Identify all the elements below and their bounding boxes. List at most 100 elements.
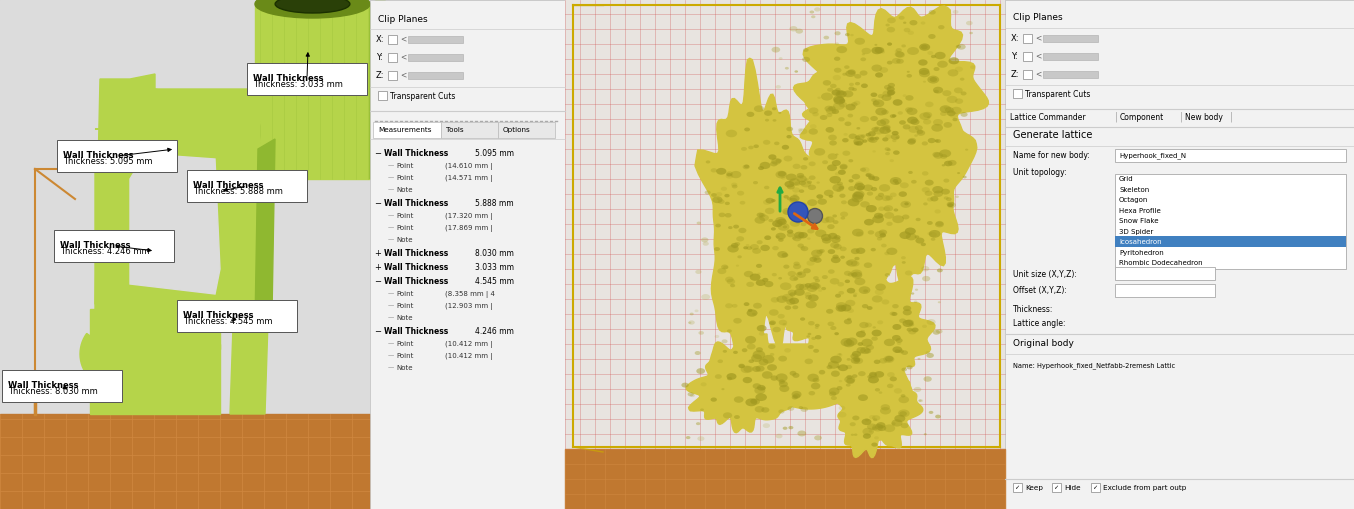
Ellipse shape — [844, 340, 854, 347]
Ellipse shape — [777, 171, 787, 177]
Ellipse shape — [856, 181, 864, 187]
Ellipse shape — [886, 152, 890, 155]
Ellipse shape — [875, 195, 883, 201]
Ellipse shape — [842, 151, 850, 156]
Text: 3D Spider: 3D Spider — [1118, 229, 1154, 235]
Ellipse shape — [795, 182, 800, 186]
Bar — [389, 35, 397, 44]
Ellipse shape — [789, 26, 798, 32]
Ellipse shape — [892, 58, 900, 64]
Ellipse shape — [711, 398, 716, 402]
Ellipse shape — [868, 230, 875, 235]
Ellipse shape — [823, 190, 834, 196]
Text: Wall Thickness: Wall Thickness — [385, 249, 448, 258]
Ellipse shape — [743, 164, 749, 168]
Ellipse shape — [848, 114, 853, 118]
Ellipse shape — [853, 356, 860, 361]
Text: Note: Note — [395, 315, 413, 321]
Ellipse shape — [754, 387, 765, 394]
Ellipse shape — [818, 289, 822, 292]
Bar — [1114, 236, 1346, 247]
Ellipse shape — [852, 194, 864, 203]
Ellipse shape — [872, 150, 876, 153]
Ellipse shape — [720, 187, 727, 191]
Ellipse shape — [715, 374, 722, 379]
Ellipse shape — [776, 236, 780, 238]
Ellipse shape — [756, 393, 766, 401]
Ellipse shape — [739, 201, 745, 205]
Ellipse shape — [860, 58, 867, 61]
Ellipse shape — [821, 93, 833, 101]
Ellipse shape — [930, 238, 936, 241]
Ellipse shape — [689, 313, 693, 316]
Ellipse shape — [873, 213, 883, 219]
Ellipse shape — [731, 243, 738, 248]
Ellipse shape — [769, 309, 779, 316]
Ellipse shape — [854, 82, 860, 86]
Ellipse shape — [792, 391, 802, 398]
Ellipse shape — [903, 94, 907, 97]
Text: (17.869 mm |: (17.869 mm | — [445, 225, 493, 232]
Ellipse shape — [781, 253, 788, 258]
Ellipse shape — [792, 305, 799, 309]
Ellipse shape — [776, 233, 785, 240]
Ellipse shape — [877, 237, 883, 241]
Ellipse shape — [704, 190, 711, 194]
Ellipse shape — [846, 104, 856, 110]
Ellipse shape — [789, 198, 798, 203]
Polygon shape — [95, 129, 269, 324]
Ellipse shape — [727, 373, 737, 380]
Ellipse shape — [846, 337, 857, 346]
Ellipse shape — [952, 118, 957, 121]
Ellipse shape — [724, 202, 730, 205]
Ellipse shape — [830, 242, 839, 248]
Text: (8.358 mm | 4: (8.358 mm | 4 — [445, 291, 494, 298]
Ellipse shape — [722, 265, 728, 269]
Ellipse shape — [951, 107, 961, 114]
Text: Point: Point — [395, 175, 413, 181]
Ellipse shape — [838, 353, 841, 355]
Ellipse shape — [816, 182, 819, 184]
Polygon shape — [230, 259, 269, 414]
Ellipse shape — [906, 107, 918, 115]
Ellipse shape — [718, 268, 726, 274]
Ellipse shape — [881, 299, 890, 304]
Ellipse shape — [838, 364, 848, 371]
Bar — [1024, 70, 1032, 79]
Ellipse shape — [877, 94, 884, 98]
Ellipse shape — [883, 137, 888, 142]
Ellipse shape — [875, 388, 880, 391]
Ellipse shape — [871, 248, 876, 251]
Ellipse shape — [933, 67, 940, 71]
Ellipse shape — [944, 161, 952, 166]
Ellipse shape — [733, 246, 737, 249]
Ellipse shape — [845, 260, 853, 265]
Ellipse shape — [860, 322, 869, 328]
Ellipse shape — [936, 415, 941, 418]
Ellipse shape — [834, 42, 839, 45]
Ellipse shape — [764, 186, 769, 189]
Ellipse shape — [787, 127, 793, 131]
Ellipse shape — [922, 325, 927, 328]
Ellipse shape — [940, 150, 951, 157]
Ellipse shape — [919, 68, 929, 75]
Ellipse shape — [936, 329, 942, 333]
Ellipse shape — [879, 127, 891, 134]
Ellipse shape — [932, 55, 936, 58]
Ellipse shape — [739, 364, 745, 368]
Ellipse shape — [839, 246, 846, 251]
Ellipse shape — [869, 372, 877, 377]
Ellipse shape — [798, 243, 804, 248]
Ellipse shape — [750, 244, 758, 250]
Ellipse shape — [746, 399, 757, 406]
Text: Clip Planes: Clip Planes — [1013, 13, 1063, 22]
Ellipse shape — [745, 336, 756, 344]
Ellipse shape — [955, 88, 963, 93]
Ellipse shape — [907, 328, 913, 332]
Ellipse shape — [827, 88, 833, 92]
Ellipse shape — [887, 129, 891, 132]
Ellipse shape — [927, 116, 930, 118]
Ellipse shape — [796, 173, 804, 178]
Ellipse shape — [756, 279, 765, 286]
Ellipse shape — [922, 142, 927, 146]
